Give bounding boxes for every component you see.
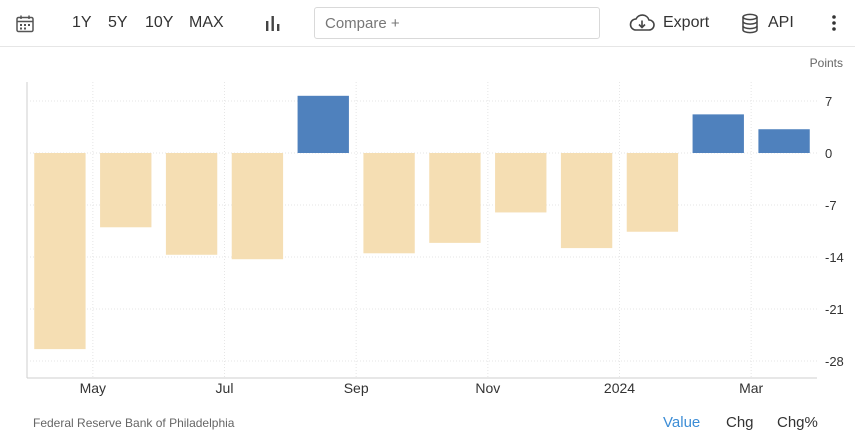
bar — [100, 153, 152, 228]
bar-chart: 7 0 -7 -14 -21 -28 Points May Jul Sep Nov 2024 Mar — [26, 56, 844, 396]
y-tick-label: -14 — [825, 250, 844, 265]
source-label: Federal Reserve Bank of Philadelphia — [33, 416, 235, 430]
bar — [363, 153, 415, 254]
x-tick-label: 2024 — [604, 380, 635, 396]
y-tick-label: -21 — [825, 302, 844, 317]
toolbar: 1Y 5Y 10Y MAX Export API — [0, 0, 855, 47]
api-button[interactable]: API — [768, 14, 794, 31]
bar — [560, 153, 613, 249]
bar — [758, 129, 810, 153]
range-1y-button[interactable]: 1Y — [72, 14, 92, 31]
x-tick-label: Sep — [344, 380, 369, 396]
x-tick-label: Nov — [475, 380, 500, 396]
x-tick-label: Jul — [216, 380, 234, 396]
range-5y-button[interactable]: 5Y — [108, 14, 128, 31]
y-unit-label: Points — [810, 56, 843, 70]
export-button[interactable]: Export — [663, 14, 710, 31]
more-vertical-icon[interactable] — [829, 14, 839, 37]
mode-value-button[interactable]: Value — [663, 414, 701, 431]
calendar-icon[interactable] — [15, 14, 35, 39]
cloud-download-icon[interactable] — [629, 13, 655, 38]
range-max-button[interactable]: MAX — [189, 14, 224, 31]
compare-input[interactable] — [314, 7, 600, 39]
mode-chg-button[interactable]: Chg — [726, 414, 754, 431]
x-tick-label: Mar — [739, 380, 763, 396]
bar — [231, 153, 284, 260]
y-tick-label: 7 — [825, 94, 832, 109]
mode-chg-pct-button[interactable]: Chg% — [777, 414, 818, 431]
bar — [34, 153, 86, 350]
range-10y-button[interactable]: 10Y — [145, 14, 174, 31]
bar — [495, 153, 547, 213]
bar-chart-icon[interactable] — [264, 14, 282, 37]
x-tick-label: May — [80, 380, 106, 396]
y-tick-label: 0 — [825, 146, 832, 161]
database-icon[interactable] — [741, 13, 759, 39]
chart-area: 7 0 -7 -14 -21 -28 Points May Jul Sep Nov 2024 Mar — [0, 47, 855, 407]
bar — [297, 95, 349, 153]
bar — [626, 153, 679, 232]
y-tick-label: -28 — [825, 354, 844, 369]
bar — [429, 153, 481, 243]
bar — [692, 114, 744, 153]
y-tick-label: -7 — [825, 198, 837, 213]
bar — [165, 153, 218, 255]
